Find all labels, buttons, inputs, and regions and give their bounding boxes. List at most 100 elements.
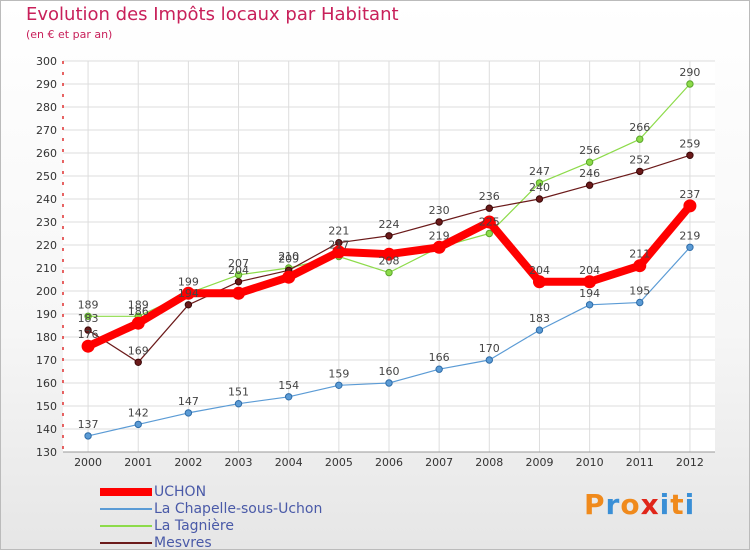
data-label-la-chapelle-sous-uchon-2001: 142 (128, 406, 149, 419)
point-mesvres-2010 (585, 181, 594, 189)
data-label-mesvres-2005: 221 (328, 225, 349, 238)
logo-letter: t (670, 488, 685, 521)
point-uchon-2000 (81, 339, 95, 353)
legend-label-la-chapelle-sous-uchon: La Chapelle-sous-Uchon (154, 501, 323, 517)
x-tick-label-2002: 2002 (174, 456, 202, 469)
point-uchon-2006 (382, 247, 396, 261)
y-tick-label-180: 180 (36, 331, 57, 344)
data-label-mesvres-2011: 252 (629, 153, 650, 166)
data-label-la-chapelle-sous-uchon-2010: 194 (579, 287, 600, 300)
y-tick-label-220: 220 (36, 239, 57, 252)
y-tick-label-160: 160 (36, 377, 57, 390)
point-la-chapelle-sous-uchon-2004 (284, 393, 293, 401)
point-la-tagniere-2012 (686, 80, 694, 88)
data-label-mesvres-2001: 169 (128, 344, 149, 357)
y-tick-label-280: 280 (36, 101, 57, 114)
point-la-chapelle-sous-uchon-2006 (385, 379, 393, 387)
data-label-uchon-2009: 204 (529, 264, 550, 277)
x-tick-label-2004: 2004 (275, 456, 303, 469)
x-tick-label-2007: 2007 (425, 456, 453, 469)
x-tick-label-2008: 2008 (475, 456, 503, 469)
y-tick-label-150: 150 (36, 400, 57, 413)
point-uchon-2009 (532, 275, 546, 289)
y-tick-label-130: 130 (36, 446, 57, 459)
data-label-la-chapelle-sous-uchon-2011: 195 (629, 285, 650, 298)
data-label-la-tagniere-2004: 210 (278, 250, 299, 263)
data-label-la-chapelle-sous-uchon-2012: 219 (679, 229, 700, 242)
point-la-tagniere-2009 (535, 179, 544, 187)
point-uchon-2005 (332, 245, 346, 259)
point-uchon-2004 (282, 270, 296, 284)
chart-data-labels: 137 142 147 151 154 159 160 166 170 183 194 195 219 1… (78, 66, 701, 431)
chart-axes: 130 140 150 160 170 180 190 200 210 220 230 240 250 2… (36, 55, 715, 469)
data-label-mesvres-2010: 246 (579, 167, 600, 180)
data-label-la-chapelle-sous-uchon-2006: 160 (379, 365, 400, 378)
point-uchon-2011 (633, 259, 647, 273)
data-label-la-tagniere-2008: 225 (479, 216, 500, 229)
data-label-uchon-2001: 186 (128, 305, 149, 318)
y-tick-label-290: 290 (36, 78, 57, 91)
data-label-la-tagniere-2009: 247 (529, 165, 550, 178)
chart-legend: UCHON La Chapelle-sous-Uchon La Tagnière… (100, 484, 360, 552)
y-tick-label-260: 260 (36, 147, 57, 160)
point-uchon-2007 (432, 240, 446, 254)
y-tick-label-250: 250 (36, 170, 57, 183)
data-label-la-chapelle-sous-uchon-2005: 159 (328, 367, 349, 380)
y-tick-label-170: 170 (36, 354, 57, 367)
point-la-chapelle-sous-uchon-2003 (234, 400, 243, 408)
point-mesvres-2001 (134, 358, 142, 366)
data-label-uchon-2011: 211 (629, 248, 650, 261)
data-label-la-chapelle-sous-uchon-2007: 166 (429, 351, 450, 364)
x-tick-label-2005: 2005 (325, 456, 353, 469)
legend-label-mesvres: Mesvres (154, 535, 212, 551)
y-tick-label-240: 240 (36, 193, 57, 206)
point-la-tagniere-2000 (84, 312, 92, 320)
x-tick-label-2006: 2006 (375, 456, 403, 469)
data-label-la-tagniere-2010: 256 (579, 144, 600, 157)
logo-letter: i (659, 488, 671, 521)
data-label-mesvres-2006: 224 (379, 218, 400, 231)
legend-label-la-tagniere: La Tagnière (154, 518, 234, 534)
point-mesvres-2011 (636, 167, 644, 176)
point-la-tagniere-2008 (485, 229, 494, 238)
point-uchon-2010 (583, 275, 597, 289)
point-la-chapelle-sous-uchon-2011 (636, 298, 644, 307)
y-tick-label-140: 140 (36, 423, 57, 436)
point-mesvres-2007 (435, 218, 443, 226)
data-label-la-tagniere-2006: 208 (379, 255, 400, 268)
legend-label-uchon: UCHON (154, 484, 207, 500)
logo-letter: o (620, 488, 641, 521)
point-uchon-2012 (683, 199, 697, 213)
data-label-la-tagniere-2012: 290 (679, 66, 700, 79)
legend-item-la-tagniere: La Tagnière (100, 518, 360, 535)
y-tick-label-270: 270 (36, 124, 57, 137)
legend-swatch-uchon (100, 488, 152, 496)
data-label-mesvres-2007: 230 (429, 204, 450, 217)
logo-letter: P (584, 488, 606, 521)
x-tick-label-2012: 2012 (676, 456, 704, 469)
data-label-la-chapelle-sous-uchon-2002: 147 (178, 395, 199, 408)
point-la-chapelle-sous-uchon-2005 (335, 381, 343, 389)
point-mesvres-2003 (234, 278, 243, 286)
x-tick-label-2011: 2011 (626, 456, 654, 469)
data-label-la-chapelle-sous-uchon-2003: 151 (228, 386, 249, 399)
data-label-uchon-2000: 176 (78, 328, 99, 341)
point-la-tagniere-2011 (636, 135, 644, 143)
data-label-la-tagniere-2003: 207 (228, 257, 249, 270)
legend-swatch-la-chapelle-sous-uchon (100, 508, 152, 510)
legend-item-la-chapelle-sous-uchon: La Chapelle-sous-Uchon (100, 501, 360, 518)
chart-series (81, 80, 697, 440)
legend-swatch-la-tagniere (100, 525, 152, 527)
data-label-la-tagniere-2011: 266 (629, 121, 650, 134)
logo-letter: r (605, 488, 621, 521)
point-la-chapelle-sous-uchon-2009 (535, 326, 544, 334)
data-label-la-chapelle-sous-uchon-2004: 154 (278, 379, 299, 392)
y-tick-label-200: 200 (36, 285, 57, 298)
data-label-mesvres-2002: 194 (178, 287, 199, 300)
y-tick-label-210: 210 (36, 262, 57, 275)
point-la-tagniere-2010 (585, 158, 594, 166)
point-uchon-2008 (482, 215, 496, 229)
point-mesvres-2002 (184, 301, 193, 309)
chart-subtitle: (en € et par an) (26, 28, 113, 41)
